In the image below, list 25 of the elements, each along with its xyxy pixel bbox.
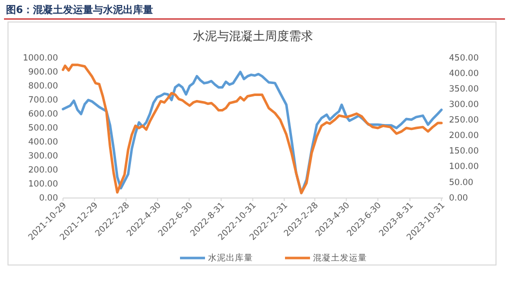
y-tick-label: 500.00 bbox=[28, 123, 58, 134]
y2-tick-label: 300.00 bbox=[449, 100, 479, 110]
y-tick-label: 800.00 bbox=[28, 81, 58, 92]
y2-tick-label: 200.00 bbox=[449, 131, 479, 142]
y2-tick-label: 150.00 bbox=[449, 146, 479, 157]
legend-label: 水泥出库量 bbox=[208, 252, 253, 264]
y-tick-label: 200.00 bbox=[28, 165, 58, 176]
y2-tick-label: 100.00 bbox=[449, 162, 479, 172]
y-tick-label: 700.00 bbox=[28, 95, 58, 106]
y2-tick-label: 450.00 bbox=[449, 53, 479, 64]
y-tick-label: 400.00 bbox=[28, 137, 58, 148]
y-tick-label: 1000.00 bbox=[22, 53, 58, 64]
y2-tick-label: 50.00 bbox=[449, 178, 474, 188]
y-tick-label: 0.00 bbox=[39, 193, 58, 204]
y2-tick-label: 250.00 bbox=[449, 116, 479, 126]
y-tick-label: 300.00 bbox=[28, 151, 58, 162]
y-tick-label: 600.00 bbox=[28, 109, 58, 120]
y2-tick-label: 0.00 bbox=[449, 193, 468, 204]
y2-tick-label: 350.00 bbox=[449, 84, 479, 94]
chart-subtitle: 水泥与混凝土周度需求 bbox=[193, 29, 313, 43]
legend-label: 混凝土发运量 bbox=[313, 252, 367, 264]
y-tick-label: 900.00 bbox=[28, 67, 58, 78]
y2-tick-label: 400.00 bbox=[449, 68, 479, 79]
y-tick-label: 100.00 bbox=[28, 179, 58, 190]
chart-title: 图6：混凝土发运量与水泥出库量 bbox=[6, 4, 153, 16]
